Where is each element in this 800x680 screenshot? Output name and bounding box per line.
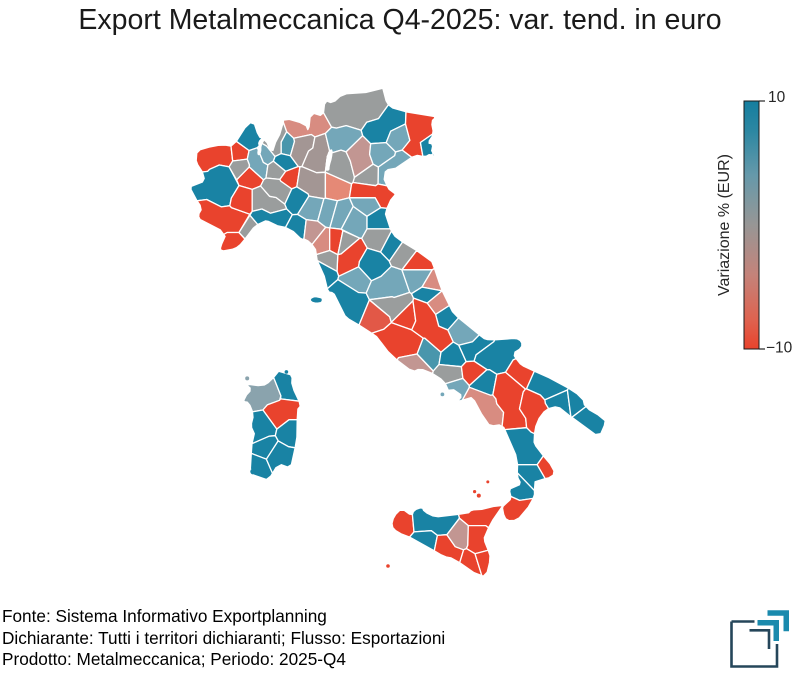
svg-text:Variazione % (EUR): Variazione % (EUR) (716, 154, 733, 296)
svg-text:−10: −10 (766, 339, 793, 356)
svg-text:10: 10 (768, 89, 786, 106)
